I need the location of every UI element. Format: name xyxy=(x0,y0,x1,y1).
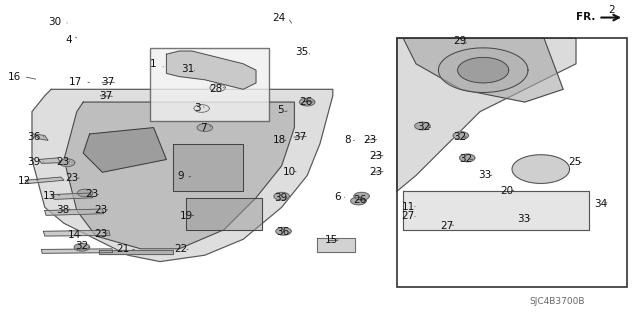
Text: 5: 5 xyxy=(277,105,284,115)
Polygon shape xyxy=(438,48,528,93)
Circle shape xyxy=(194,105,209,112)
Circle shape xyxy=(274,192,289,200)
Text: 30: 30 xyxy=(48,17,61,27)
Polygon shape xyxy=(42,249,113,253)
Text: 18: 18 xyxy=(273,135,285,145)
Text: 23: 23 xyxy=(95,228,108,239)
Circle shape xyxy=(210,84,225,92)
Circle shape xyxy=(276,227,291,235)
Polygon shape xyxy=(317,238,355,252)
Text: 39: 39 xyxy=(274,193,287,204)
Text: 23: 23 xyxy=(370,151,383,161)
Text: 23: 23 xyxy=(85,189,98,199)
Circle shape xyxy=(77,189,93,197)
Text: 27: 27 xyxy=(440,221,453,231)
Text: 26: 26 xyxy=(300,97,312,107)
Text: 3: 3 xyxy=(194,103,200,114)
Text: 10: 10 xyxy=(283,167,296,177)
Polygon shape xyxy=(26,177,64,183)
Text: 32: 32 xyxy=(76,241,88,251)
Text: 15: 15 xyxy=(325,235,338,245)
Text: 21: 21 xyxy=(116,244,129,255)
Text: 22: 22 xyxy=(175,244,188,255)
Text: 38: 38 xyxy=(56,205,69,215)
Text: SJC4B3700B: SJC4B3700B xyxy=(529,297,584,306)
Polygon shape xyxy=(166,51,256,89)
Polygon shape xyxy=(83,128,166,172)
Text: 9: 9 xyxy=(178,171,184,182)
Circle shape xyxy=(300,98,315,106)
Text: 27: 27 xyxy=(402,211,415,221)
Polygon shape xyxy=(32,89,333,262)
Text: 23: 23 xyxy=(95,205,108,215)
Text: 33: 33 xyxy=(517,214,530,225)
Text: 32: 32 xyxy=(460,154,472,164)
Text: 6: 6 xyxy=(335,192,341,202)
Polygon shape xyxy=(51,193,93,199)
Text: 34: 34 xyxy=(594,198,607,209)
Text: 14: 14 xyxy=(68,230,81,241)
Circle shape xyxy=(60,159,75,167)
Polygon shape xyxy=(458,57,509,83)
Text: 11: 11 xyxy=(402,202,415,212)
Text: 4: 4 xyxy=(66,35,72,45)
Text: 23: 23 xyxy=(66,173,79,183)
Polygon shape xyxy=(35,134,48,140)
Text: 36: 36 xyxy=(28,131,40,142)
Polygon shape xyxy=(99,250,173,254)
Text: 16: 16 xyxy=(8,71,20,82)
Text: 13: 13 xyxy=(44,190,56,201)
Text: 1: 1 xyxy=(150,59,157,69)
Text: 32: 32 xyxy=(417,122,430,132)
Text: 35: 35 xyxy=(296,47,308,57)
Polygon shape xyxy=(45,209,104,215)
Polygon shape xyxy=(64,102,294,249)
Circle shape xyxy=(453,132,468,139)
Polygon shape xyxy=(512,155,570,183)
Text: 7: 7 xyxy=(200,122,207,133)
Bar xyxy=(397,38,627,287)
Circle shape xyxy=(460,154,475,162)
Polygon shape xyxy=(186,198,262,230)
Polygon shape xyxy=(38,158,61,163)
Text: 20: 20 xyxy=(500,186,513,196)
Text: 36: 36 xyxy=(276,227,289,237)
Text: 12: 12 xyxy=(18,176,31,186)
Text: 32: 32 xyxy=(453,131,466,142)
Circle shape xyxy=(354,192,369,200)
Bar xyxy=(150,48,269,121)
Polygon shape xyxy=(173,144,243,191)
Text: 17: 17 xyxy=(69,77,82,87)
Polygon shape xyxy=(397,38,576,191)
Text: 8: 8 xyxy=(344,135,351,145)
Circle shape xyxy=(74,243,90,251)
Text: 23: 23 xyxy=(56,157,69,167)
Circle shape xyxy=(415,122,430,130)
Text: 39: 39 xyxy=(28,157,40,167)
Text: 25: 25 xyxy=(568,157,581,167)
Text: 37: 37 xyxy=(99,91,112,101)
Text: FR.: FR. xyxy=(576,11,595,22)
Text: 19: 19 xyxy=(180,211,193,221)
Circle shape xyxy=(351,197,366,205)
Text: 31: 31 xyxy=(181,63,194,74)
Text: 28: 28 xyxy=(210,84,223,94)
Text: 29: 29 xyxy=(453,36,466,47)
Text: 24: 24 xyxy=(272,12,285,23)
Polygon shape xyxy=(403,38,563,102)
Text: 2: 2 xyxy=(608,5,614,15)
Text: 26: 26 xyxy=(353,195,366,205)
Text: 33: 33 xyxy=(479,170,492,180)
Polygon shape xyxy=(403,191,589,230)
Text: 37: 37 xyxy=(293,131,306,142)
Polygon shape xyxy=(44,230,110,236)
Text: 23: 23 xyxy=(364,135,376,145)
Text: 23: 23 xyxy=(370,167,383,177)
Text: 37: 37 xyxy=(101,77,114,87)
Circle shape xyxy=(197,124,212,131)
